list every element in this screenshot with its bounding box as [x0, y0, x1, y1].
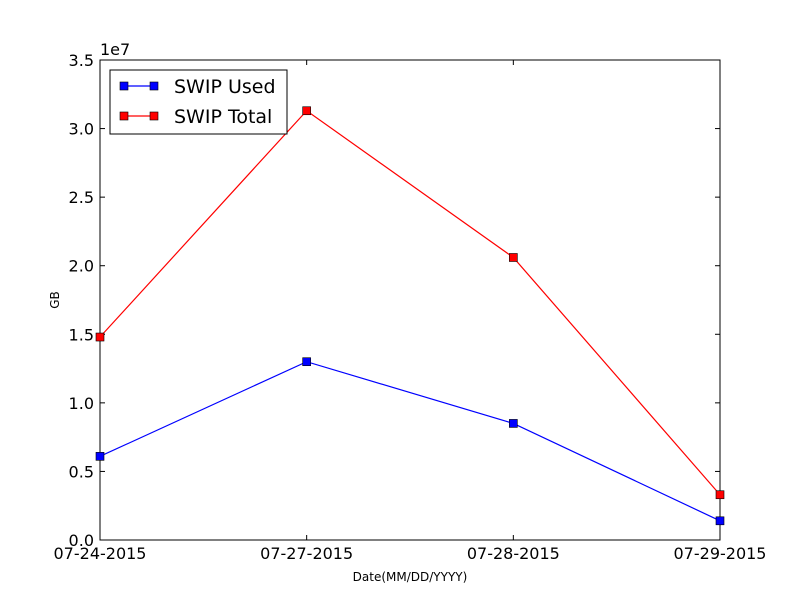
- data-point-swip-used: [95, 452, 105, 461]
- y-tick-label: 2.5: [69, 188, 94, 207]
- series-line-swip-total: [99, 109, 721, 496]
- data-point-swip-total: [715, 490, 725, 500]
- legend-label: SWIP Total: [174, 106, 272, 128]
- data-point-swip-used: [509, 419, 518, 428]
- plot-frame: [99, 59, 721, 541]
- y-axis-label: GB: [48, 291, 62, 309]
- data-point-swip-total: [509, 253, 518, 262]
- series-swip-total: [95, 106, 725, 500]
- legend-marker: [149, 81, 159, 91]
- legend: SWIP Used SWIP Total: [109, 69, 288, 135]
- x-tick-label: 07-28-2015: [467, 544, 560, 563]
- y-tick-label: 1.5: [69, 325, 94, 344]
- legend-label: SWIP Used: [174, 76, 276, 98]
- y-tick-label: 2.0: [69, 257, 94, 276]
- axis-ticks: 0.0 0.5 1.0 1.5 2.0 2.5 3.0 3.5 07-24-2015 07-27-…: [54, 51, 767, 563]
- x-tick-label: 07-24-2015: [54, 544, 147, 563]
- data-point-swip-used: [715, 516, 725, 526]
- x-tick-label: 07-27-2015: [260, 544, 353, 563]
- legend-item-swip-used: SWIP Used: [119, 76, 276, 98]
- y-axis-offset-label: 1e7: [100, 40, 130, 59]
- legend-item-swip-total: SWIP Total: [119, 106, 272, 128]
- series-swip-used: [95, 357, 725, 526]
- data-point-swip-used: [302, 357, 311, 367]
- data-point-swip-total: [95, 332, 105, 342]
- series-layer: [95, 106, 725, 526]
- series-line-swip-used: [99, 361, 721, 522]
- y-tick-label: 3.0: [69, 120, 94, 139]
- legend-box: [109, 69, 288, 135]
- y-tick-label: 0.0: [69, 531, 94, 550]
- legend-marker: [119, 81, 129, 91]
- y-tick-label: 1.0: [69, 394, 94, 413]
- legend-marker: [119, 111, 129, 121]
- y-tick-label: 3.5: [69, 51, 94, 70]
- x-axis-label: Date(MM/DD/YYYY): [353, 570, 468, 584]
- x-tick-label: 07-29-2015: [674, 544, 767, 563]
- y-tick-label: 0.5: [69, 462, 94, 481]
- legend-marker: [149, 111, 159, 121]
- data-point-swip-total: [302, 106, 311, 116]
